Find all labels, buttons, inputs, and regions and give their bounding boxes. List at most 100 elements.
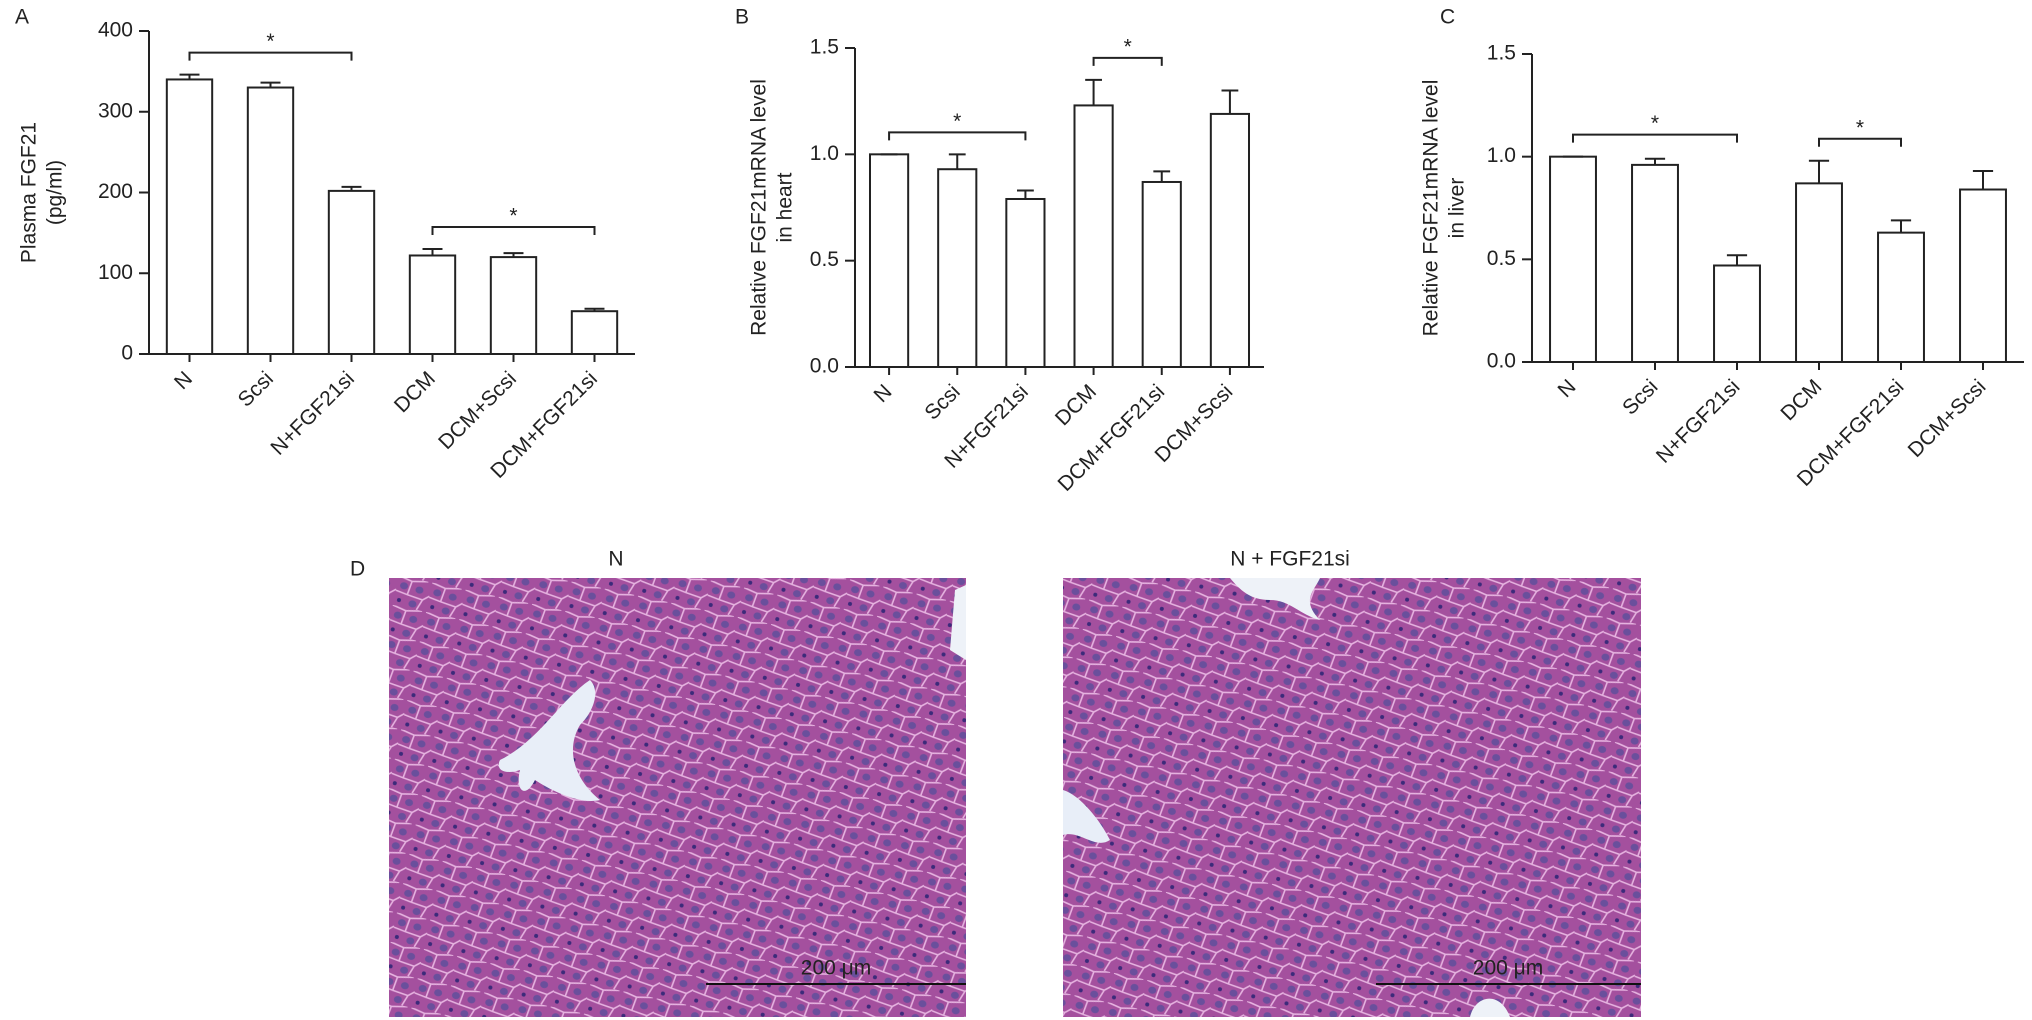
error-bar	[179, 73, 200, 80]
y-tick-label: 1.5	[810, 36, 839, 59]
y-tick-label: 300	[98, 99, 133, 122]
y-tick-label: 400	[98, 19, 133, 42]
y-tick-label: 0.0	[810, 355, 839, 378]
panel-label: D	[350, 558, 365, 581]
error-bar	[948, 153, 966, 170]
significance-bracket	[188, 51, 353, 61]
image-title: N + FGF21si	[1230, 548, 1350, 571]
y-tick-label: 100	[98, 261, 133, 284]
significance-bracket	[1092, 56, 1163, 66]
x-tick-label: Scsi	[234, 367, 278, 411]
x-tick-label: N	[870, 380, 897, 407]
bar	[246, 86, 295, 356]
y-tick-label: 0.0	[1487, 350, 1516, 373]
panel-label: B	[735, 6, 749, 29]
y-tick-label: 1.5	[1487, 42, 1516, 65]
y-tick-label: 0.5	[1487, 247, 1516, 270]
bar	[327, 189, 376, 355]
error-bar	[1085, 78, 1102, 106]
bar	[1631, 163, 1679, 363]
vessel	[1063, 790, 1110, 843]
y-axis-label: Relative FGF21mRNA level	[1420, 80, 1443, 337]
error-bar	[1890, 219, 1912, 233]
significance-bracket	[888, 131, 1027, 141]
panel-label: C	[1440, 6, 1455, 29]
axis	[1531, 54, 2024, 363]
y-axis-label: Plasma FGF21	[18, 122, 41, 263]
bar	[1877, 231, 1925, 363]
x-tick-label: N	[170, 367, 197, 394]
y-axis-label: in liver	[1446, 178, 1469, 239]
y-tick-label: 200	[98, 180, 133, 203]
axis	[854, 48, 1264, 368]
error-bar	[1221, 89, 1239, 114]
y-axis-label: (pg/ml)	[44, 160, 67, 225]
bar	[1549, 155, 1597, 363]
x-tick-label: DCM	[1776, 375, 1826, 425]
error-bar	[1017, 189, 1034, 199]
error-bar	[1726, 254, 1748, 266]
error-bar	[341, 185, 362, 191]
y-tick-label: 1.0	[810, 142, 839, 165]
vessel	[1470, 998, 1510, 1017]
error-bar	[503, 252, 524, 258]
image-title: N	[608, 548, 623, 571]
bar	[408, 254, 457, 355]
error-bar	[584, 307, 605, 312]
bar	[1795, 182, 1843, 363]
axis	[148, 31, 635, 355]
significance-bracket	[1818, 137, 1902, 147]
chart: B Relative FGF21mRNA level in heart 0.0 0.5 1…	[735, 6, 1264, 496]
bar	[1005, 197, 1046, 368]
bar	[937, 168, 978, 368]
bar	[489, 256, 538, 356]
bar	[1959, 188, 2007, 363]
chart: C Relative FGF21mRNA level in liver 0.0 0.5 1…	[1420, 6, 2024, 491]
x-tick-label: DCM+Scsi	[1904, 375, 1991, 462]
error-bar	[260, 81, 281, 88]
chart: A Plasma FGF21 (pg/ml) 0 100 200 300 400 N ScsiN+…	[15, 6, 635, 483]
bar	[1141, 180, 1182, 368]
significance-label: *	[1856, 116, 1864, 139]
y-axis-label: in heart	[774, 172, 797, 242]
x-tick-label: DCM	[390, 367, 440, 417]
y-axis-label: Relative FGF21mRNA level	[748, 79, 771, 336]
bar	[165, 78, 214, 355]
y-tick-label: 1.0	[1487, 144, 1516, 167]
significance-bracket	[431, 226, 596, 236]
y-tick-label: 0	[121, 342, 133, 365]
significance-label: *	[1124, 35, 1132, 58]
panel-d: D N 200 μm N + FGF21si 200 μm	[350, 548, 1641, 1017]
error-bar	[1808, 159, 1830, 184]
scale-bar-label: 200 μm	[1473, 957, 1543, 980]
scale-bar-label: 200 μm	[801, 957, 871, 980]
bar	[1209, 112, 1251, 368]
histology-image	[389, 578, 966, 1017]
y-tick-label: 0.5	[810, 248, 839, 271]
panel-label: A	[15, 6, 29, 29]
error-bar	[422, 248, 443, 256]
significance-label: *	[1651, 112, 1659, 135]
bar	[868, 153, 910, 368]
vessel	[1230, 578, 1320, 620]
x-tick-label: Scsi	[1618, 375, 1662, 419]
bar	[570, 310, 619, 356]
error-bar	[1644, 157, 1666, 165]
error-bar	[1153, 170, 1171, 182]
histology-image	[1063, 578, 1641, 1017]
error-bar	[1972, 170, 1994, 190]
significance-label: *	[266, 30, 274, 53]
x-tick-label: DCM+Scsi	[434, 367, 521, 454]
x-tick-label: DCM	[1051, 380, 1101, 430]
x-tick-label: N+FGF21si	[1652, 375, 1745, 468]
significance-bracket	[1572, 133, 1738, 143]
significance-label: *	[509, 205, 517, 228]
vessel	[950, 585, 966, 660]
x-tick-label: Scsi	[920, 380, 964, 424]
significance-label: *	[953, 110, 961, 133]
bar	[1073, 104, 1114, 368]
bar	[1713, 264, 1761, 364]
vessel	[498, 680, 600, 801]
x-tick-label: N	[1553, 375, 1580, 402]
